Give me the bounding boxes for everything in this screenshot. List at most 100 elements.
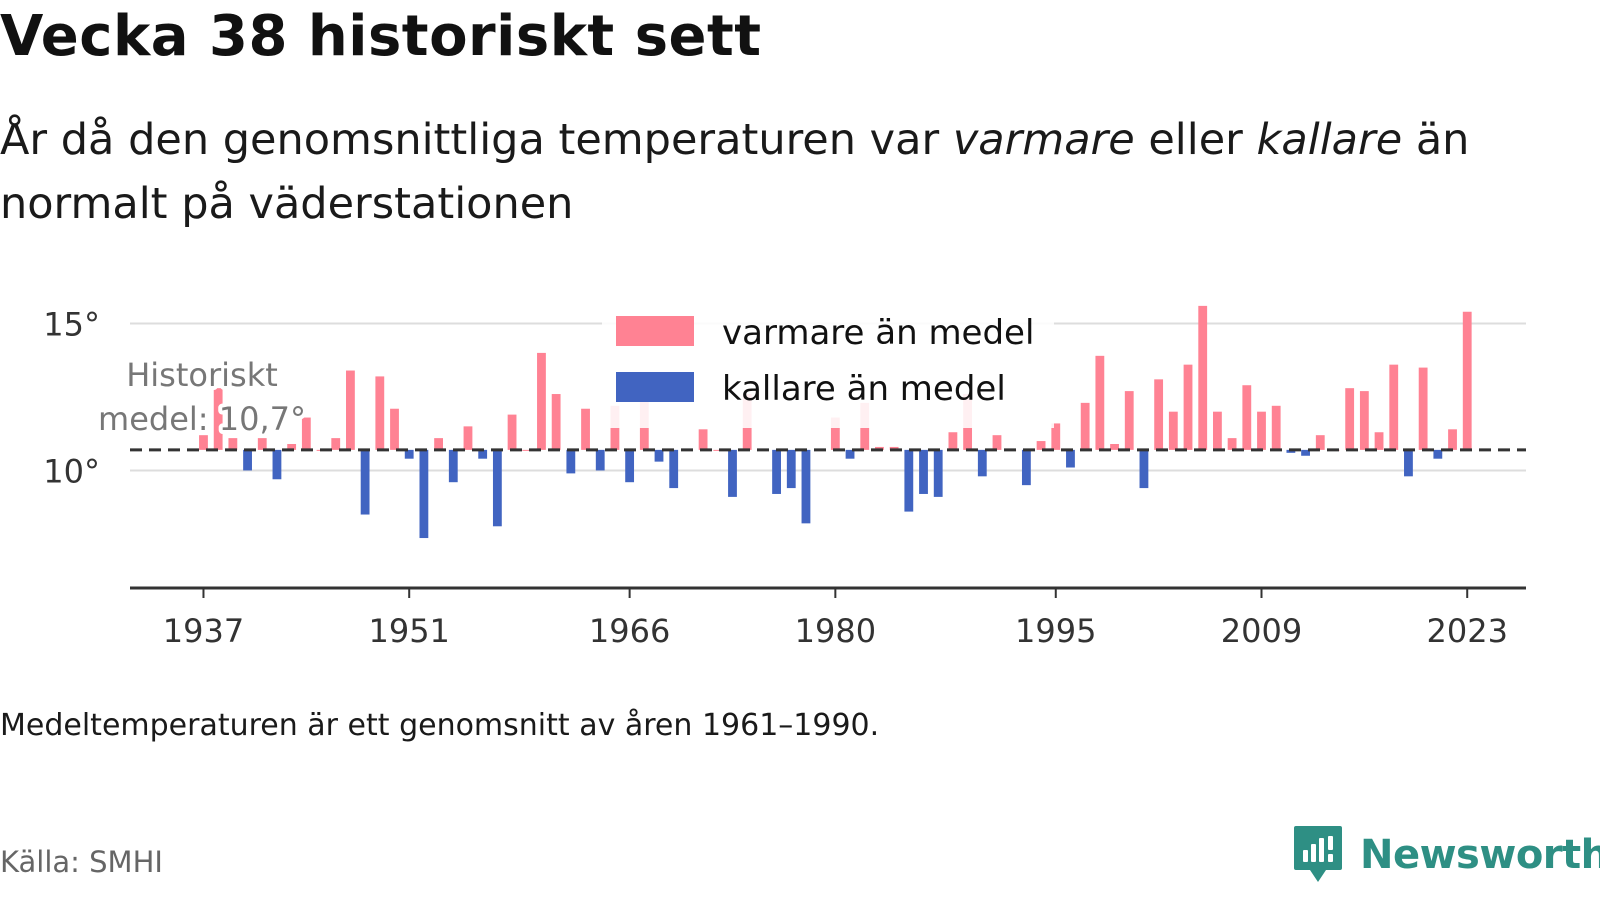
bar-2019 xyxy=(1404,449,1413,477)
newsworthy-logo-icon xyxy=(1294,826,1342,882)
bar-2000 xyxy=(1124,391,1134,450)
bar-1980 xyxy=(830,417,840,450)
x-tick-label: 1980 xyxy=(795,612,876,650)
bar-2002 xyxy=(1154,379,1164,450)
bar-1973 xyxy=(728,449,737,497)
bar-2003 xyxy=(1168,411,1178,450)
bar-1954 xyxy=(448,449,458,483)
bar-1951 xyxy=(404,449,414,459)
bar-2004 xyxy=(1183,364,1193,450)
bar-1946 xyxy=(331,438,341,450)
bar-2021 xyxy=(1433,449,1443,459)
x-tick-label: 1995 xyxy=(1015,612,1096,650)
bar-2015 xyxy=(1345,388,1355,450)
bar-2009 xyxy=(1257,411,1266,450)
baseline-label-line: Historiskt xyxy=(126,356,278,394)
bar-1988 xyxy=(948,432,958,450)
bar-1944 xyxy=(301,417,311,450)
brand-name: Newsworthy xyxy=(1360,832,1600,878)
bar-1939 xyxy=(228,438,238,450)
bar-1958 xyxy=(507,414,517,450)
bar-1969 xyxy=(669,449,679,489)
bar-1991 xyxy=(992,435,1002,450)
bar-2013 xyxy=(1315,435,1325,450)
bar-1952 xyxy=(419,449,429,539)
bar-1950 xyxy=(390,408,399,450)
bar-2001 xyxy=(1139,449,1149,489)
bar-chart: 10° 15° 1937 1951 1966 1980 1995 2009 2023 Hist… xyxy=(43,305,1526,650)
legend-swatch-cold xyxy=(616,372,694,402)
bar-2005 xyxy=(1198,305,1208,450)
legend-swatch-warm xyxy=(616,316,694,346)
bar-1943 xyxy=(287,444,297,450)
bar-1976 xyxy=(772,449,781,494)
x-tick-label: 2009 xyxy=(1221,612,1302,650)
legend: varmare än medel kallare än medel xyxy=(602,310,1054,428)
bar-1968 xyxy=(654,449,664,462)
footnote: Medeltemperaturen är ett genomsnitt av å… xyxy=(0,708,880,743)
bar-1995 xyxy=(1051,423,1061,450)
baseline-label-layer: Historiskt medel: 10,7° xyxy=(94,352,310,442)
bar-1959 xyxy=(522,449,532,451)
bars-layer xyxy=(199,305,1472,539)
y-tick-label: 15° xyxy=(43,306,100,344)
bar-1966 xyxy=(625,449,635,483)
bar-1972 xyxy=(713,449,723,451)
source-note: Källa: SMHI xyxy=(0,845,163,879)
x-tick-label: 2023 xyxy=(1427,612,1508,650)
bar-1947 xyxy=(346,370,355,450)
bar-1985 xyxy=(904,449,914,512)
bar-1964 xyxy=(595,449,605,471)
bar-1986 xyxy=(919,449,928,494)
bar-1937 xyxy=(199,435,208,450)
bar-1938 xyxy=(213,388,223,450)
bar-1955 xyxy=(463,426,473,450)
bar-1940 xyxy=(243,449,252,471)
bar-1957 xyxy=(492,449,502,527)
bar-2017 xyxy=(1374,432,1384,450)
subtitle-text-middle: eller xyxy=(1134,115,1257,165)
bar-2008 xyxy=(1242,385,1252,450)
bar-1987 xyxy=(933,449,943,497)
bar-2020 xyxy=(1418,367,1428,450)
subtitle-text-end: än normalt på väderstationen xyxy=(0,115,1470,229)
bar-2018 xyxy=(1389,364,1399,450)
bar-2023 xyxy=(1462,311,1472,450)
y-tick-label: 10° xyxy=(43,452,100,490)
bar-1999 xyxy=(1110,444,1119,450)
bar-1948 xyxy=(360,449,370,515)
bar-1942 xyxy=(272,449,282,480)
legend-label-cold: kallare än medel xyxy=(722,369,1006,409)
bar-1994 xyxy=(1036,441,1046,450)
bar-2007 xyxy=(1227,438,1237,450)
legend-label-warm: varmare än medel xyxy=(722,313,1034,353)
bar-1996 xyxy=(1066,449,1075,468)
bar-1978 xyxy=(801,449,811,524)
x-tick-label: 1937 xyxy=(163,612,244,650)
bar-2022 xyxy=(1448,429,1457,450)
bar-1977 xyxy=(786,449,796,489)
bar-1997 xyxy=(1080,402,1090,450)
chart-title: Vecka 38 historiskt sett xyxy=(0,4,762,69)
baseline-label-line: medel: 10,7° xyxy=(98,400,306,438)
bar-1956 xyxy=(478,449,488,459)
chart-subtitle: År då den genomsnittliga temperaturen va… xyxy=(0,108,1560,236)
brand-logo: Newsworthy xyxy=(1292,820,1600,890)
bar-2010 xyxy=(1271,405,1281,450)
bar-1941 xyxy=(257,438,267,450)
bar-2012 xyxy=(1301,449,1310,456)
subtitle-warm-word: varmare xyxy=(952,115,1135,165)
bar-1960 xyxy=(537,352,546,450)
bar-1962 xyxy=(566,449,576,474)
subtitle-text-start: År då den genomsnittliga temperaturen va… xyxy=(0,115,953,165)
bar-1998 xyxy=(1095,355,1105,450)
bar-1953 xyxy=(434,438,443,450)
subtitle-cold-word: kallare xyxy=(1256,115,1403,165)
x-tick-label: 1966 xyxy=(589,612,670,650)
bar-1963 xyxy=(581,408,590,450)
bar-2016 xyxy=(1359,391,1369,450)
bar-2006 xyxy=(1213,411,1222,450)
bar-1990 xyxy=(977,449,987,477)
x-tick-label: 1951 xyxy=(368,612,449,650)
